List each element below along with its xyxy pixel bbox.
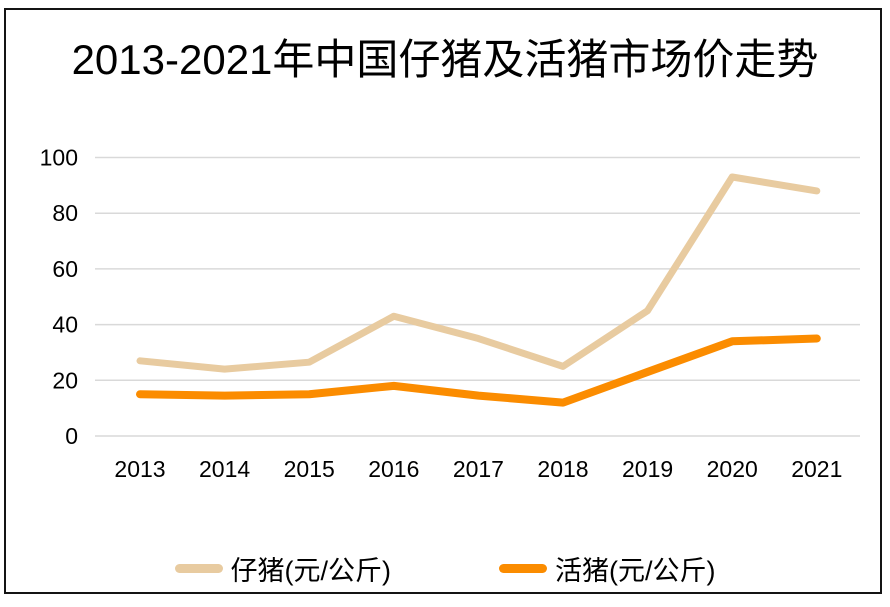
x-tick-label: 2016 [368, 456, 419, 482]
piglet-line-swatch [174, 564, 223, 573]
x-tick-label: 2014 [199, 456, 250, 482]
live-pig-line-swatch [499, 564, 547, 573]
x-tick-label: 2019 [622, 456, 673, 482]
legend-item-piglet: 仔猪(元/公斤) [174, 549, 391, 588]
chart-title: 2013-2021年中国仔猪及活猪市场价走势 [71, 36, 819, 83]
y-tick-label: 40 [52, 312, 78, 338]
legend-label-piglet: 仔猪(元/公斤) [230, 556, 391, 586]
legend-item-live-pig: 活猪(元/公斤) [499, 549, 715, 588]
y-tick-label: 80 [52, 200, 78, 226]
x-tick-label: 2015 [284, 456, 335, 482]
legend-label-live-pig: 活猪(元/公斤) [555, 556, 716, 586]
x-tick-label: 2017 [453, 456, 504, 482]
y-tick-label: 60 [52, 256, 78, 282]
gridlines [95, 156, 860, 437]
y-tick-label: 20 [52, 367, 78, 393]
x-tick-label: 2018 [537, 456, 588, 482]
live-pig-price-line [136, 334, 821, 407]
y-axis-tick-labels: 0 20 40 60 80 100 [40, 145, 78, 450]
x-axis-tick-labels: 2013 2014 2015 2016 2017 2018 2019 2020 2021 [114, 456, 842, 482]
data-series-lines [136, 173, 821, 407]
x-tick-label: 2013 [114, 456, 165, 482]
x-tick-label: 2020 [707, 456, 758, 482]
piglet-price-line [136, 173, 821, 373]
legend: 仔猪(元/公斤) 活猪(元/公斤) [0, 549, 890, 588]
x-tick-label: 2021 [791, 456, 842, 482]
y-tick-label: 0 [65, 423, 78, 449]
y-tick-label: 100 [40, 145, 78, 171]
